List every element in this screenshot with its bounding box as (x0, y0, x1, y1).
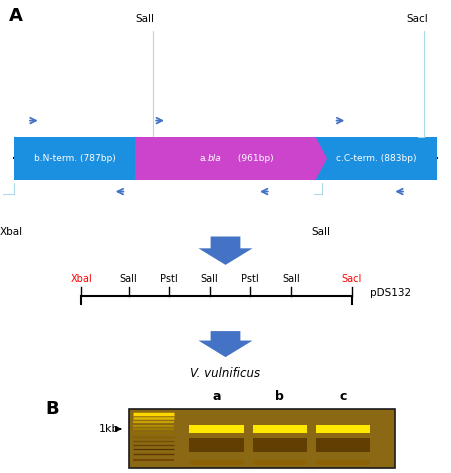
Text: bla: bla (207, 154, 221, 163)
Text: 1kb: 1kb (99, 424, 120, 434)
Text: A: A (9, 7, 23, 25)
Text: XbaI: XbaI (70, 274, 92, 284)
Bar (316, 460, 370, 465)
Text: SalI: SalI (201, 274, 219, 284)
Text: PstI: PstI (241, 274, 259, 284)
Text: SalI: SalI (135, 14, 154, 24)
Bar (316, 438, 370, 452)
Bar (316, 137, 437, 180)
Text: V. vulnificus: V. vulnificus (190, 367, 261, 380)
Text: c.C-term. (883bp): c.C-term. (883bp) (336, 154, 417, 163)
Text: PstI: PstI (160, 274, 178, 284)
Text: XbaI: XbaI (0, 227, 23, 237)
Bar (189, 425, 244, 433)
Text: c: c (339, 390, 346, 403)
Text: SalI: SalI (120, 274, 138, 284)
Bar (14, 137, 135, 180)
Text: SalI: SalI (282, 274, 300, 284)
Text: a: a (212, 390, 221, 403)
Polygon shape (198, 331, 253, 357)
Polygon shape (198, 236, 253, 265)
Bar (253, 460, 307, 465)
Bar (189, 438, 244, 452)
Bar (316, 425, 370, 433)
Text: SalI: SalI (311, 227, 330, 237)
Text: SacI: SacI (341, 274, 362, 284)
Text: B: B (45, 400, 59, 418)
Text: pDS132: pDS132 (370, 288, 411, 298)
Text: (961bp): (961bp) (235, 154, 273, 163)
Text: a.: a. (199, 154, 207, 163)
Bar (189, 460, 244, 465)
Bar (135, 137, 316, 180)
Text: b: b (275, 390, 284, 403)
Text: b.N-term. (787bp): b.N-term. (787bp) (33, 154, 115, 163)
Bar (253, 438, 307, 452)
Text: SacI: SacI (406, 14, 428, 24)
Bar (129, 409, 395, 468)
Polygon shape (316, 137, 327, 180)
Bar (253, 425, 307, 433)
